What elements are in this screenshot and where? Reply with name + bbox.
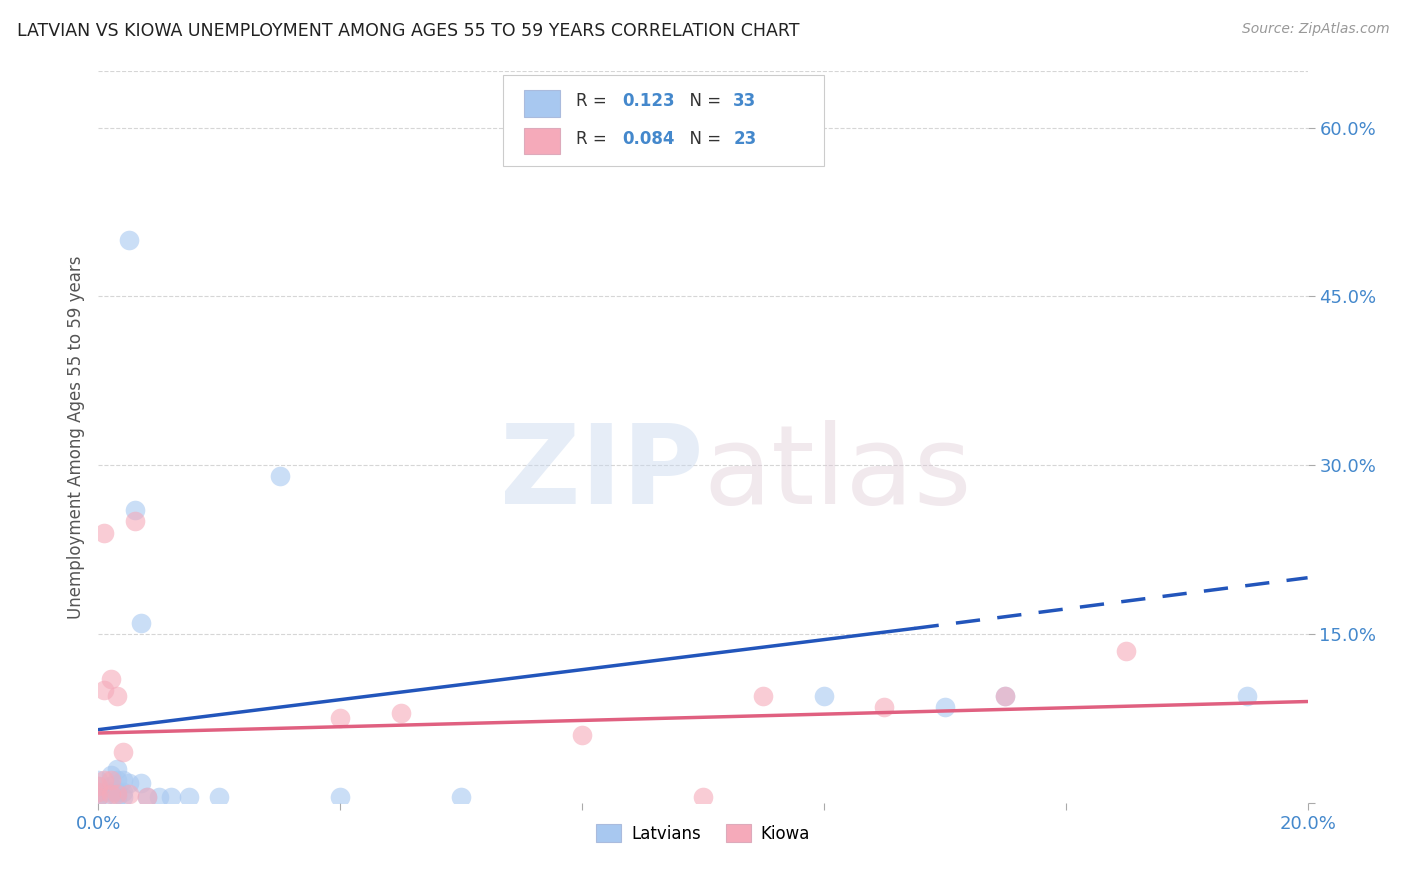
Point xyxy=(148,790,170,805)
Text: N =: N = xyxy=(679,130,725,148)
Point xyxy=(135,790,157,805)
Text: ZIP: ZIP xyxy=(499,420,703,527)
Point xyxy=(208,790,231,805)
Point xyxy=(752,689,775,703)
Point xyxy=(111,773,134,788)
Point xyxy=(179,790,201,805)
Text: R =: R = xyxy=(576,130,612,148)
Point xyxy=(873,700,896,714)
Point xyxy=(994,689,1017,703)
Point xyxy=(87,790,110,805)
Point xyxy=(129,775,152,789)
Point xyxy=(87,790,110,805)
Point xyxy=(1236,689,1258,703)
Point xyxy=(450,790,472,805)
Point xyxy=(100,787,122,801)
Point xyxy=(160,790,183,805)
Point xyxy=(389,706,412,720)
Point xyxy=(100,672,122,686)
Text: 0.084: 0.084 xyxy=(621,130,675,148)
Point xyxy=(571,728,593,742)
Point xyxy=(87,773,110,788)
Point xyxy=(87,779,110,793)
Point xyxy=(934,700,956,714)
Text: Source: ZipAtlas.com: Source: ZipAtlas.com xyxy=(1241,22,1389,37)
Point xyxy=(118,775,141,789)
Point xyxy=(105,689,128,703)
Point xyxy=(100,773,122,788)
Text: 0.123: 0.123 xyxy=(621,93,675,111)
Text: LATVIAN VS KIOWA UNEMPLOYMENT AMONG AGES 55 TO 59 YEARS CORRELATION CHART: LATVIAN VS KIOWA UNEMPLOYMENT AMONG AGES… xyxy=(17,22,800,40)
Text: N =: N = xyxy=(679,93,725,111)
Point xyxy=(105,773,128,788)
Text: atlas: atlas xyxy=(703,420,972,527)
Point xyxy=(111,790,134,805)
Point xyxy=(93,784,115,798)
Text: 23: 23 xyxy=(734,130,756,148)
Bar xyxy=(524,128,561,154)
Point xyxy=(269,469,291,483)
Point xyxy=(111,745,134,759)
Bar xyxy=(524,90,561,117)
Point xyxy=(329,711,352,725)
Point xyxy=(129,615,152,630)
Point xyxy=(1115,644,1137,658)
Point xyxy=(93,525,115,540)
Text: R =: R = xyxy=(576,93,612,111)
Point xyxy=(124,503,146,517)
Y-axis label: Unemployment Among Ages 55 to 59 years: Unemployment Among Ages 55 to 59 years xyxy=(66,255,84,619)
FancyBboxPatch shape xyxy=(503,75,824,167)
Point xyxy=(87,784,110,798)
Point xyxy=(100,779,122,793)
Point xyxy=(118,233,141,247)
Point xyxy=(87,784,110,798)
Point xyxy=(100,784,122,798)
Point xyxy=(105,787,128,801)
Point xyxy=(87,779,110,793)
Point xyxy=(135,790,157,805)
Point xyxy=(105,784,128,798)
Legend: Latvians, Kiowa: Latvians, Kiowa xyxy=(589,818,817,849)
Point xyxy=(118,787,141,801)
Point xyxy=(813,689,835,703)
Point xyxy=(329,790,352,805)
Point xyxy=(105,790,128,805)
Text: 33: 33 xyxy=(734,93,756,111)
Point xyxy=(994,689,1017,703)
Point xyxy=(100,767,122,781)
Point xyxy=(105,762,128,776)
Point xyxy=(93,773,115,788)
Point xyxy=(93,683,115,698)
Point xyxy=(111,784,134,798)
Point xyxy=(124,515,146,529)
Point xyxy=(692,790,714,805)
Point xyxy=(93,790,115,805)
